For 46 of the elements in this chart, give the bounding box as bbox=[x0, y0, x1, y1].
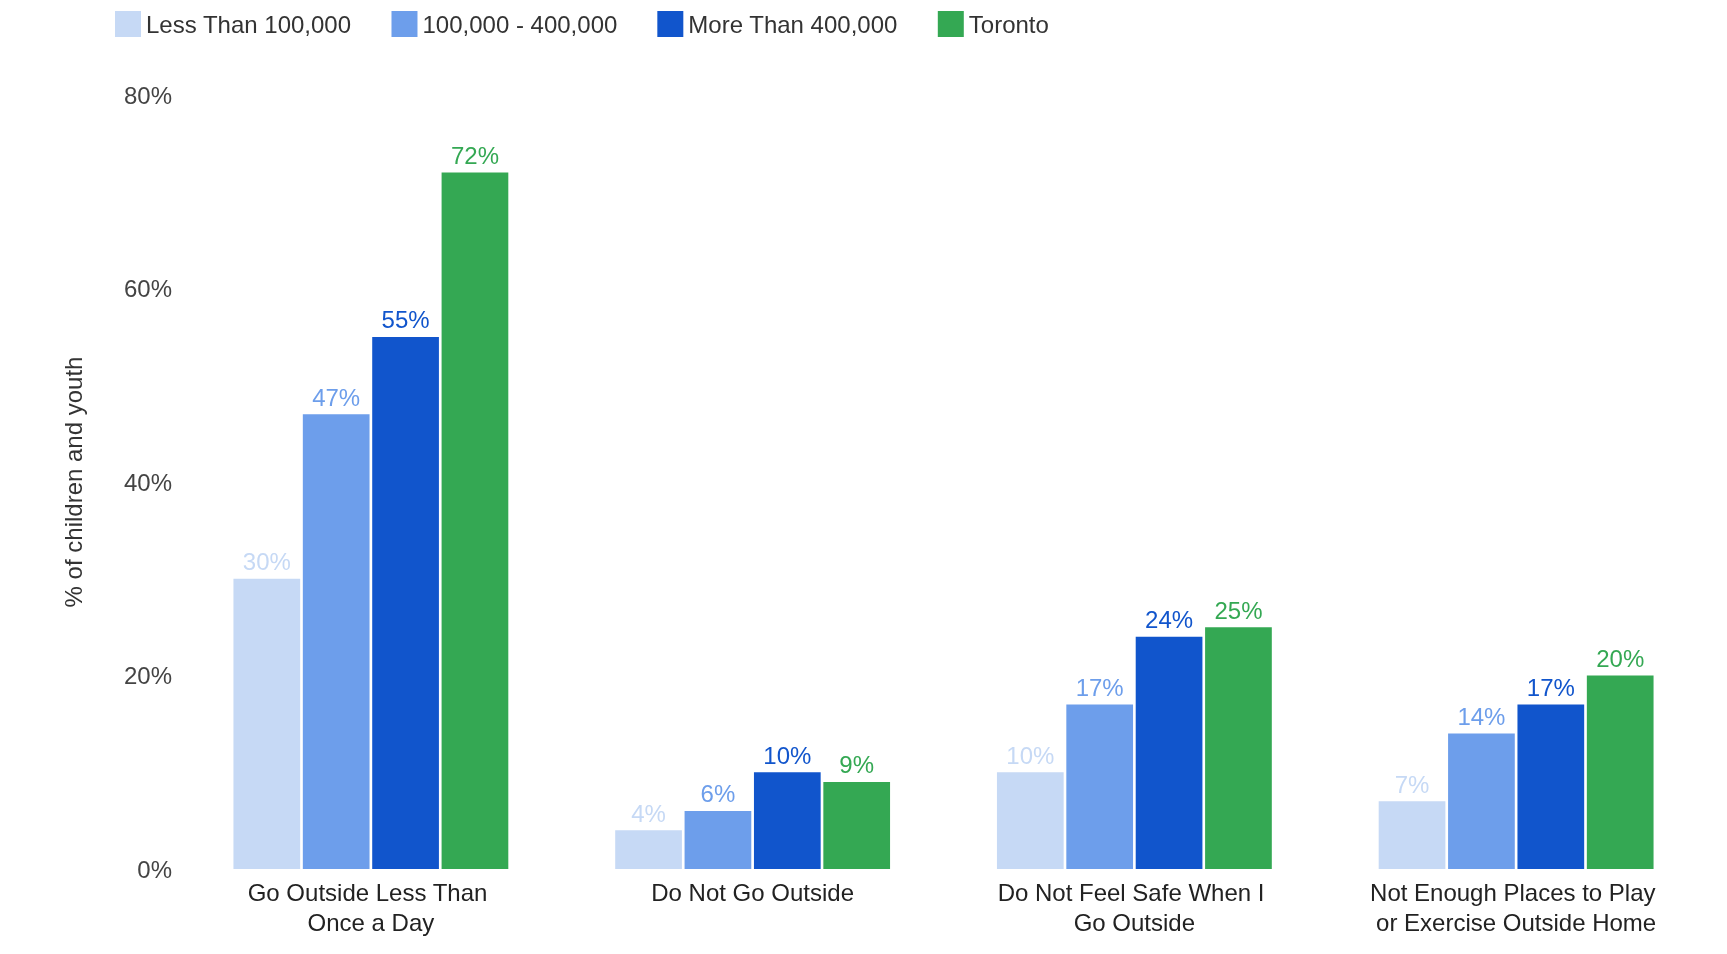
data-label: 7% bbox=[1394, 770, 1430, 798]
data-label: 6% bbox=[700, 780, 736, 808]
bar bbox=[753, 772, 821, 869]
x-tick-label: Go Outside Less Than Once a Day bbox=[247, 878, 495, 936]
y-axis-title: % of children and youth bbox=[59, 356, 87, 608]
bar bbox=[233, 578, 301, 869]
bar bbox=[615, 830, 682, 869]
data-label: 10% bbox=[763, 741, 812, 769]
data-label: 9% bbox=[839, 751, 875, 779]
legend-label: Toronto bbox=[968, 10, 1049, 38]
bar bbox=[1517, 704, 1585, 869]
bar bbox=[996, 772, 1064, 869]
bar bbox=[1378, 801, 1446, 869]
data-label: 10% bbox=[1006, 741, 1055, 769]
data-label: 20% bbox=[1596, 645, 1645, 672]
data-label: 17% bbox=[1075, 674, 1124, 702]
bar bbox=[441, 172, 509, 869]
data-label: 17% bbox=[1526, 674, 1575, 702]
bar bbox=[302, 414, 370, 869]
bar bbox=[372, 336, 439, 869]
legend-label: More Than 400,000 bbox=[688, 10, 898, 38]
bar bbox=[1586, 675, 1654, 869]
data-label: 72% bbox=[450, 141, 499, 169]
y-tick-label: 40% bbox=[123, 468, 172, 496]
data-label: 55% bbox=[381, 306, 430, 334]
y-tick-label: 0% bbox=[137, 855, 172, 883]
x-tick-label: Not Enough Places to Play or Exercise Outside Home bbox=[1370, 878, 1663, 936]
x-tick-label: Do Not Go Outside bbox=[651, 878, 855, 906]
bar bbox=[1448, 733, 1515, 869]
bar bbox=[823, 781, 891, 869]
data-label: 24% bbox=[1145, 606, 1194, 634]
data-label: 25% bbox=[1214, 596, 1263, 624]
legend-label: 100,000 - 400,000 bbox=[422, 10, 618, 38]
legend-label: Less Than 100,000 bbox=[146, 10, 352, 38]
data-label: 4% bbox=[631, 799, 666, 827]
bar bbox=[1205, 627, 1272, 869]
bar bbox=[1066, 704, 1134, 869]
data-label: 14% bbox=[1457, 703, 1506, 731]
bar bbox=[684, 810, 752, 869]
y-tick-label: 20% bbox=[123, 662, 172, 689]
data-label: 30% bbox=[242, 548, 291, 576]
data-label: 47% bbox=[312, 383, 361, 411]
bar bbox=[1135, 636, 1203, 869]
y-tick-label: 60% bbox=[123, 275, 172, 302]
x-tick-label: Do Not Feel Safe When I Go Outside bbox=[997, 878, 1272, 936]
y-tick-label: 80% bbox=[123, 81, 172, 109]
